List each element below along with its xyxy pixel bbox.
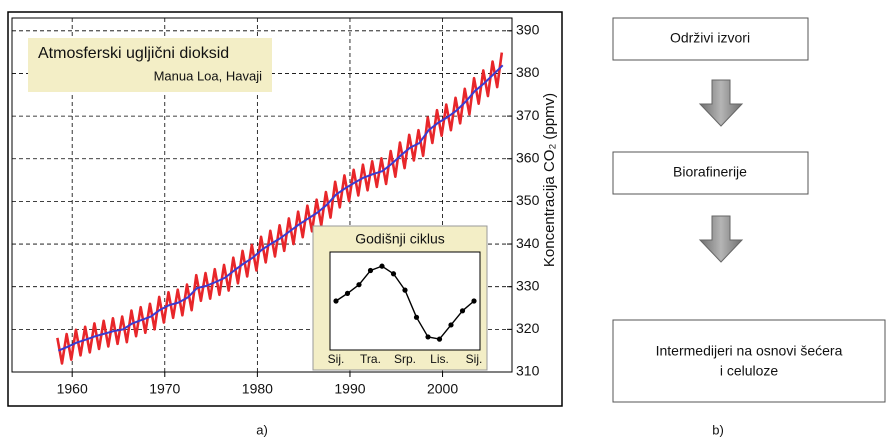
flow-arrow (698, 79, 744, 127)
data-point (436, 336, 443, 342)
chart-title: Atmosferski ugljični dioksid (38, 45, 229, 62)
y-tick-label: 340 (516, 235, 540, 251)
flowchart: Održivi izvori Biorafinerije Intermedije… (612, 17, 886, 403)
node-label: Biorafinerije (673, 164, 747, 180)
y-axis-title: Koncentracija CO₂ (ppmv) (541, 93, 558, 267)
data-point (402, 287, 408, 293)
flow-node (612, 319, 886, 403)
title-box (28, 38, 272, 92)
data-point (379, 263, 385, 269)
y-tick-label: 320 (516, 320, 540, 336)
panel-label: a) (256, 422, 268, 437)
x-tick-label: Tra. (360, 352, 381, 366)
data-point (459, 308, 466, 314)
data-point (471, 298, 477, 304)
x-tick-label: Sij. (466, 352, 483, 366)
y-tick-label: 370 (516, 107, 540, 123)
y-tick-label: 350 (516, 192, 540, 208)
data-point (448, 322, 454, 328)
y-tick-label: 390 (516, 21, 540, 37)
x-tick-label: 2000 (427, 381, 458, 397)
x-tick-label: Srp. (394, 352, 416, 366)
x-tick-label: 1990 (334, 381, 365, 397)
inset-title: Godišnji ciklus (355, 231, 444, 247)
data-point (356, 282, 362, 288)
data-point (367, 267, 374, 274)
flow-node (612, 17, 809, 61)
x-tick-label: 1960 (57, 381, 88, 397)
y-tick-label: 330 (516, 277, 540, 293)
flow-node (612, 151, 809, 195)
data-point (413, 314, 420, 320)
panel-label: b) (712, 422, 724, 437)
x-tick-label: 1980 (242, 381, 273, 397)
data-point (425, 334, 431, 340)
data-point (390, 271, 397, 277)
data-point (344, 290, 351, 296)
y-tick-label: 360 (516, 149, 540, 165)
y-tick-label: 380 (516, 64, 540, 80)
chart-subtitle: Manua Loa, Havaji (154, 68, 263, 83)
x-tick-label: 1970 (149, 381, 180, 397)
node-label: Intermedijeri na osnovi šećera (656, 343, 843, 359)
x-tick-label: Lis. (430, 352, 449, 366)
node-label: i celuloze (720, 363, 779, 379)
inset-plot (329, 251, 481, 351)
data-line (57, 64, 504, 352)
node-label: Održivi izvori (670, 30, 750, 46)
x-tick-label: Sij. (328, 352, 345, 366)
data-point (333, 298, 339, 304)
y-tick-label: 310 (516, 363, 540, 379)
flow-arrow (698, 215, 744, 263)
inset-chart: Sij. Tra. Srp. Lis. Sij. (328, 263, 483, 366)
data-line (56, 52, 504, 365)
